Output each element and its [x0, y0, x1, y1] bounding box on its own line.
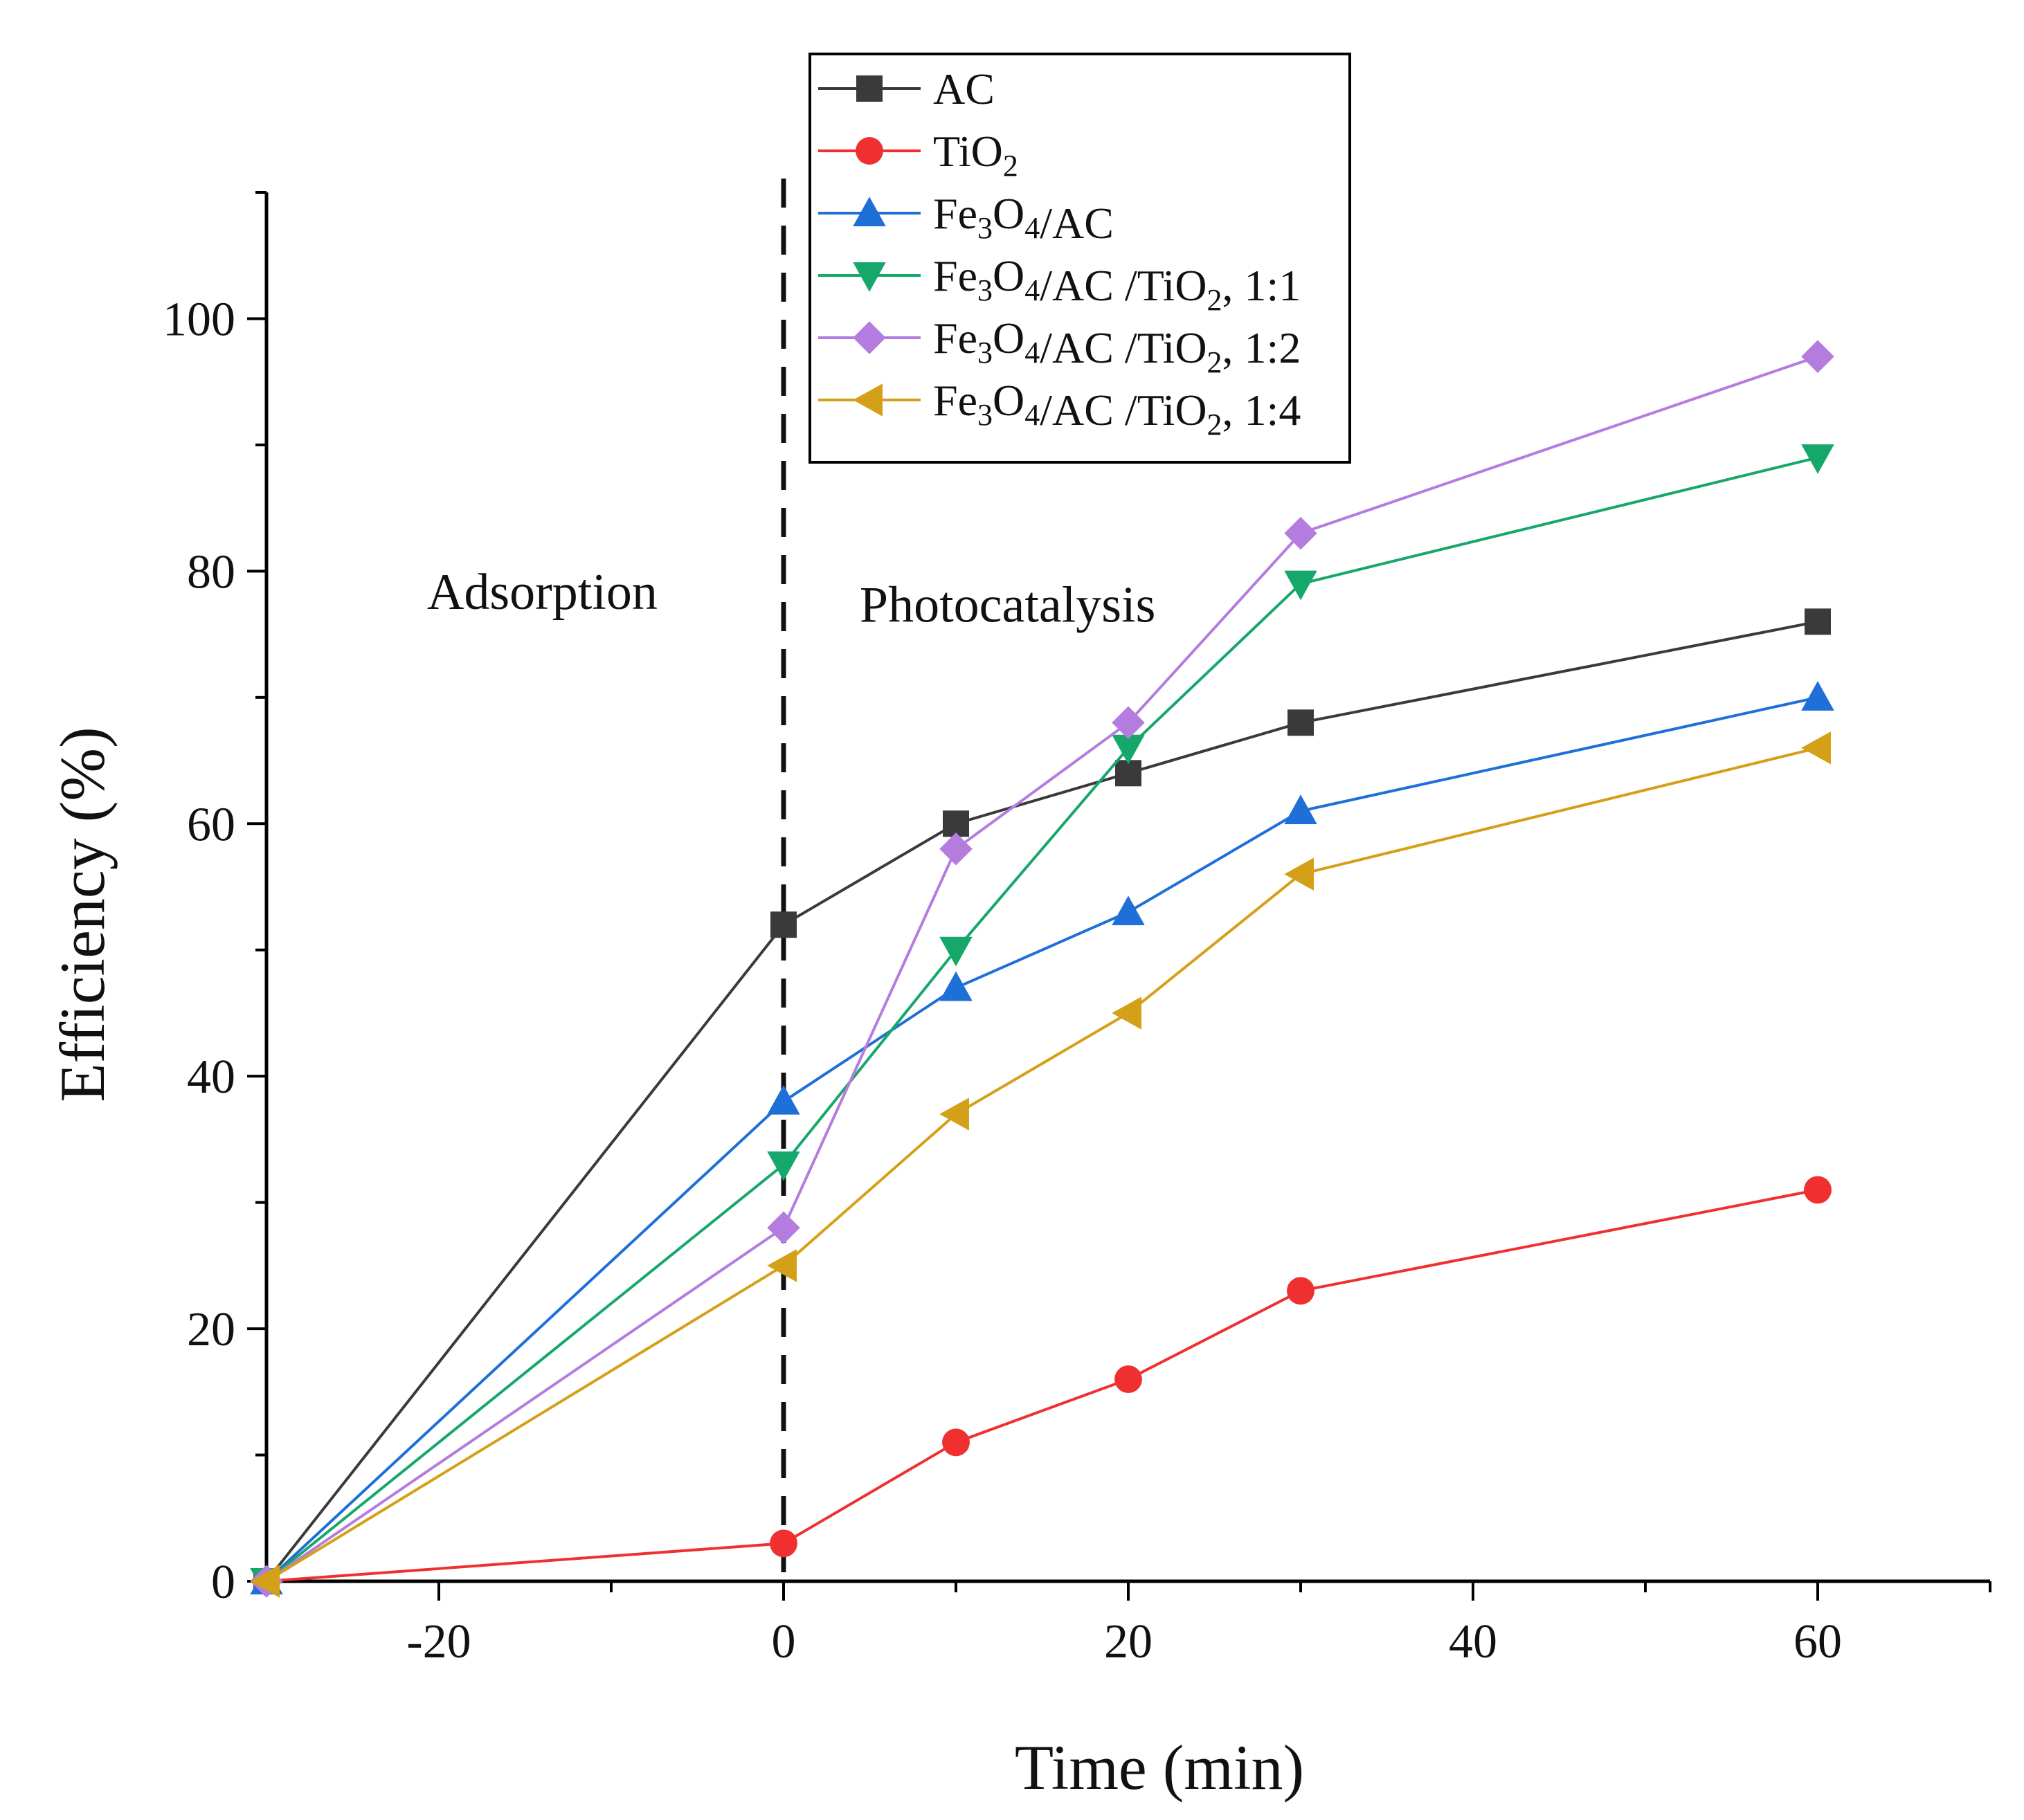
series-tio2 — [253, 1176, 1832, 1595]
data-point-fe3o4-ac-tio2-1-1 — [1284, 570, 1317, 601]
series-ac — [253, 608, 1831, 1594]
series-line-ac — [265, 620, 1818, 1583]
data-point-fe3o4-ac-tio2-1-4 — [1112, 997, 1141, 1030]
data-point-fe3o4-ac — [1112, 895, 1145, 925]
legend-box — [808, 53, 1351, 464]
series-line-fe3o4-ac-tio2-1-2 — [265, 355, 1818, 1583]
data-point-tio2 — [1114, 1365, 1142, 1394]
data-point-ac — [770, 911, 797, 938]
data-point-fe3o4-ac-tio2-1-4 — [250, 1565, 280, 1598]
series-layer — [250, 340, 1834, 1598]
series-line-tio2 — [266, 1188, 1818, 1583]
series-line-fe3o4-ac — [265, 695, 1818, 1583]
series-fe3o4-ac-tio2-1-4 — [250, 731, 1831, 1598]
labels-layer: Time (min) Efficiency (%) Adsorption Phot… — [47, 564, 1304, 1803]
legend-marker-square — [856, 75, 883, 102]
data-point-fe3o4-ac — [767, 1084, 800, 1115]
legend-label: Fe3O4/AC /TiO2, 1:2 — [933, 313, 1301, 379]
data-point-fe3o4-ac-tio2-1-2 — [939, 832, 973, 866]
data-point-fe3o4-ac-tio2-1-4 — [939, 1098, 969, 1131]
x-tick-label: 40 — [1449, 1615, 1497, 1668]
data-point-fe3o4-ac-tio2-1-2 — [767, 1211, 800, 1244]
legend-item-fe3o4-ac-tio2-1-1: Fe3O4/AC /TiO2, 1:1 — [818, 251, 1301, 317]
data-point-fe3o4-ac — [1801, 681, 1834, 711]
legend-label: TiO2 — [933, 127, 1018, 183]
data-point-fe3o4-ac-tio2-1-1 — [767, 1151, 800, 1181]
y-tick-label: 40 — [187, 1050, 235, 1104]
data-point-fe3o4-ac-tio2-1-2 — [1284, 516, 1317, 550]
data-point-fe3o4-ac-tio2-1-1 — [1112, 734, 1145, 765]
legend-marker-circle — [856, 137, 883, 165]
series-line-fe3o4-ac-tio2-1-1 — [265, 456, 1818, 1583]
y-tick-label: 0 — [211, 1556, 235, 1609]
data-point-tio2 — [770, 1529, 797, 1558]
region-label-photocatalysis: Photocatalysis — [860, 576, 1156, 633]
y-axis-title: Efficiency (%) — [47, 727, 118, 1102]
legend-item-fe3o4-ac: Fe3O4/AC — [818, 189, 1114, 248]
legend-item-tio2: TiO2 — [818, 127, 1018, 183]
x-tick-label: -20 — [406, 1615, 471, 1668]
y-tick-label: 100 — [163, 293, 235, 346]
legend-marker-triangle-down — [853, 262, 886, 292]
legend-label: Fe3O4/AC /TiO2, 1:4 — [933, 376, 1301, 442]
data-point-fe3o4-ac-tio2-1-1 — [1801, 444, 1834, 474]
data-point-fe3o4-ac-tio2-1-1 — [939, 936, 973, 967]
data-point-ac — [943, 810, 969, 837]
legend-item-fe3o4-ac-tio2-1-4: Fe3O4/AC /TiO2, 1:4 — [818, 376, 1301, 442]
legend-marker-triangle-up — [853, 197, 886, 226]
data-point-fe3o4-ac-tio2-1-4 — [1801, 731, 1831, 765]
x-tick-label: 60 — [1793, 1615, 1842, 1668]
data-point-ac — [1287, 709, 1314, 736]
legend-item-ac: AC — [818, 64, 995, 113]
x-tick-label: 20 — [1104, 1615, 1153, 1668]
data-point-tio2 — [942, 1428, 970, 1457]
data-point-ac — [1805, 608, 1831, 635]
data-point-fe3o4-ac — [1284, 794, 1317, 825]
series-fe3o4-ac — [250, 681, 1834, 1594]
data-point-fe3o4-ac-tio2-1-4 — [1284, 857, 1314, 891]
legend-label: Fe3O4/AC /TiO2, 1:1 — [933, 251, 1301, 317]
legend-label: AC — [933, 64, 995, 113]
data-point-ac — [1115, 760, 1141, 787]
series-line-fe3o4-ac-tio2-1-4 — [265, 746, 1818, 1583]
y-tick-label: 20 — [187, 1303, 235, 1356]
legend-item-fe3o4-ac-tio2-1-2: Fe3O4/AC /TiO2, 1:2 — [818, 313, 1301, 379]
y-tick-label: 80 — [187, 545, 235, 599]
data-point-tio2 — [1287, 1277, 1314, 1305]
region-label-adsorption: Adsorption — [427, 564, 658, 621]
series-fe3o4-ac-tio2-1-2 — [250, 340, 1834, 1598]
legend-label: Fe3O4/AC — [933, 189, 1114, 248]
y-tick-label: 60 — [187, 798, 235, 851]
data-point-fe3o4-ac-tio2-1-2 — [1112, 706, 1145, 740]
data-point-fe3o4-ac-tio2-1-2 — [1801, 340, 1834, 373]
legend-marker-triangle-left — [853, 383, 883, 417]
legend-marker-diamond — [853, 321, 886, 354]
x-axis-title: Time (min) — [1015, 1732, 1304, 1803]
data-point-fe3o4-ac — [939, 971, 973, 1001]
data-point-tio2 — [1804, 1176, 1832, 1204]
x-tick-label: 0 — [772, 1615, 796, 1668]
axes: -20 0 20 40 60 0 20 40 60 80 100 — [163, 191, 1991, 1668]
data-point-fe3o4-ac-tio2-1-4 — [767, 1249, 797, 1282]
